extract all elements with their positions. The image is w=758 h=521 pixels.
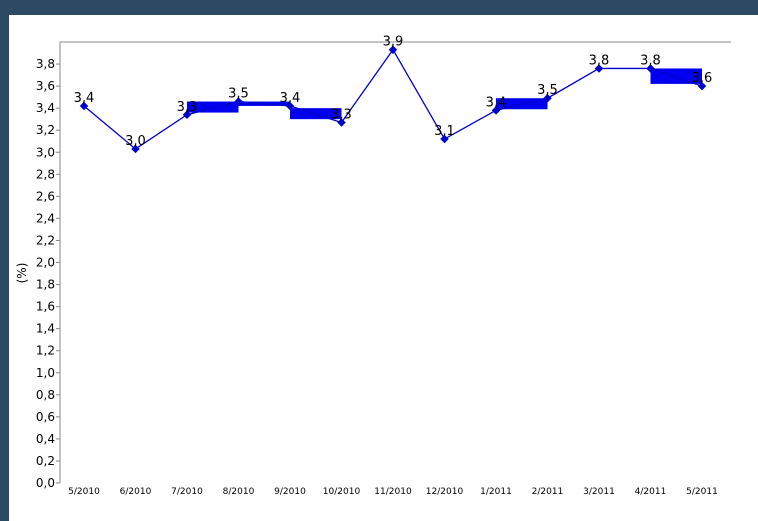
x-tick-label: 3/2011 [583,487,615,497]
x-tick-label: 2/2011 [532,487,564,497]
y-tick-label: 1,8 [36,278,55,292]
y-tick-label: 0,4 [36,432,55,446]
x-tick-label: 6/2010 [120,487,152,497]
y-tick-label: 2,6 [36,189,55,203]
data-label: 3,1 [434,124,455,139]
bands [187,68,702,120]
data-label: 3,8 [640,53,661,68]
data-point [182,110,192,120]
y-tick-label: 3,8 [36,57,55,71]
y-tick-label: 2,4 [36,211,55,225]
x-tick-label: 8/2010 [223,487,255,497]
y-tick-label: 2,8 [36,167,55,181]
y-tick-label: 0,6 [36,410,55,424]
data-label: 3,4 [486,95,507,110]
x-tick-label: 9/2010 [274,487,306,497]
axes: 0,0 0,2 0,4 0,6 0,8 1,0 1,2 1,4 1,6 1,8 2,0 2,2 2,4 2… [36,41,731,497]
y-tick-label: 0,8 [36,388,55,402]
data-labels: 3,4 3,0 3,3 3,5 3,4 3,3 3,9 3,1 3,4 3,5 3,8 3,8 3,6 [74,35,713,149]
y-tick-label: 0,2 [36,454,55,468]
y-tick-label: 2,0 [36,256,55,270]
y-axis-label: (%) [15,263,29,284]
data-point [337,118,346,127]
data-point [79,101,89,111]
data-label: 3,4 [74,91,95,106]
data-label: 3,8 [589,53,610,68]
y-tick-label: 3,6 [36,79,55,93]
y-tick-label: 2,2 [36,233,55,247]
data-label: 3,5 [228,87,249,102]
y-tick-label: 1,0 [36,366,55,380]
y-tick-label: 1,2 [36,344,55,358]
x-tick-label: 4/2011 [635,487,667,497]
data-point [440,134,449,144]
x-tick-label: 1/2011 [480,487,512,497]
data-label: 3,4 [280,91,301,106]
y-tick-label: 3,4 [36,101,55,115]
x-tick-label: 5/2010 [68,487,100,497]
x-tick-label: 11/2010 [374,487,412,497]
x-tick-label: 7/2010 [171,487,203,497]
line-chart: 0,0 0,2 0,4 0,6 0,8 1,0 1,2 1,4 1,6 1,8 2,0 2,2 2,4 2… [15,35,731,497]
band-rect [187,101,239,113]
data-point [234,97,243,106]
chart-panel: 0,0 0,2 0,4 0,6 0,8 1,0 1,2 1,4 1,6 1,8 2,0 2,2 2,4 2… [9,15,758,521]
x-tick-label: 12/2010 [426,487,464,497]
x-tick-label: 5/2011 [686,487,718,497]
y-tick-label: 1,4 [36,322,55,336]
data-point [491,106,501,115]
data-point [131,144,140,154]
data-label: 3,5 [537,83,558,98]
data-label: 3,3 [177,100,198,115]
data-label: 3,0 [125,134,146,149]
data-point [285,101,295,111]
y-tick-label: 0,0 [36,476,55,490]
series [79,45,707,154]
data-label: 3,6 [692,71,713,86]
data-label: 3,3 [331,107,352,122]
x-tick-label: 10/2010 [323,487,361,497]
data-point [388,45,398,54]
y-tick-label: 1,6 [36,300,55,314]
y-tick-label: 3,0 [36,145,55,159]
data-label: 3,9 [383,35,404,50]
y-tick-label: 3,2 [36,123,55,137]
